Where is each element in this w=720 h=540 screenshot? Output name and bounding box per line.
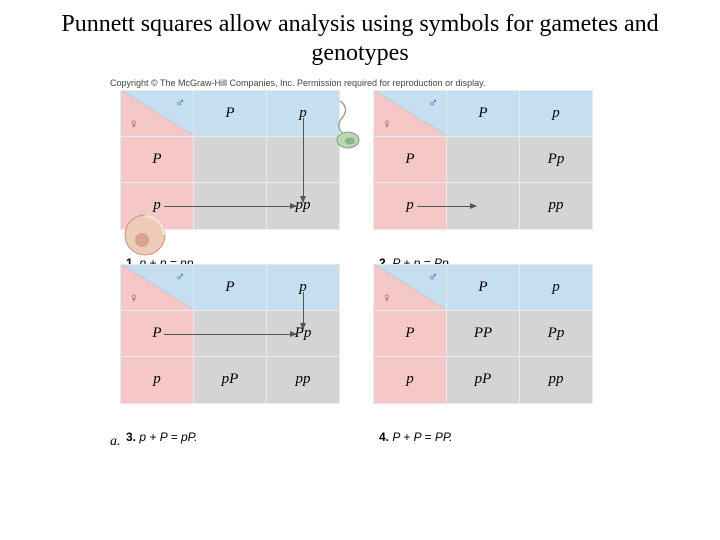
offspring-cell <box>447 136 520 182</box>
corner-cell: ♂♀ <box>121 90 194 136</box>
female-symbol: ♀ <box>382 116 392 132</box>
offspring-cell: Pp <box>520 136 593 182</box>
punnett-panel: ♂♀PpPPpppp2. P + p = Pp. <box>373 90 593 250</box>
arrow-down-icon <box>303 292 304 329</box>
female-gamete: p <box>374 357 447 403</box>
female-symbol: ♀ <box>129 116 139 132</box>
male-gamete: p <box>520 264 593 310</box>
male-symbol: ♂ <box>428 269 438 285</box>
male-gamete: P <box>447 264 520 310</box>
female-gamete: P <box>374 310 447 356</box>
arrow-down-icon <box>303 118 304 202</box>
panel-number: 4. <box>379 430 389 444</box>
punnett-grid: ♂♀PpPppp1. p + p = pp.♂♀PpPPpppp2. P + p… <box>120 90 600 424</box>
punnett-panel: ♂♀PpPPpppPpp3. p + P = pP. <box>120 264 340 424</box>
offspring-cell <box>194 136 267 182</box>
arrow-right-icon <box>417 206 476 207</box>
offspring-cell: pP <box>194 357 267 403</box>
female-symbol: ♀ <box>382 290 392 306</box>
female-gamete: P <box>374 136 447 182</box>
panel-caption: 4. P + P = PP. <box>373 424 593 444</box>
punnett-square: ♂♀PpPPpppp <box>373 90 593 230</box>
corner-cell: ♂♀ <box>374 264 447 310</box>
offspring-cell: pp <box>267 357 340 403</box>
male-gamete: P <box>194 264 267 310</box>
female-gamete: p <box>121 357 194 403</box>
offspring-cell: pP <box>447 357 520 403</box>
corner-cell: ♂♀ <box>121 264 194 310</box>
punnett-panel: ♂♀PpPppp1. p + p = pp. <box>120 90 340 250</box>
panel-caption: 3. p + P = pP. <box>120 424 340 444</box>
male-symbol: ♂ <box>175 95 185 111</box>
female-gamete: P <box>121 136 194 182</box>
copyright-line: Copyright © The McGraw-Hill Companies, I… <box>110 78 720 88</box>
male-gamete: P <box>447 90 520 136</box>
offspring-cell: pp <box>520 357 593 403</box>
arrow-right-icon <box>164 206 296 207</box>
panel-number: 3. <box>126 430 136 444</box>
arrow-right-icon <box>164 334 296 335</box>
page-title: Punnett squares allow analysis using sym… <box>0 0 720 72</box>
female-symbol: ♀ <box>129 290 139 306</box>
offspring-cell: PP <box>447 310 520 356</box>
male-gamete: p <box>520 90 593 136</box>
punnett-square: ♂♀PpPPPPpppPpp <box>373 264 593 404</box>
offspring-cell: Pp <box>520 310 593 356</box>
panel-equation: p + P = pP. <box>139 430 197 444</box>
punnett-panel: ♂♀PpPPPPpppPpp4. P + P = PP. <box>373 264 593 424</box>
male-symbol: ♂ <box>175 269 185 285</box>
male-symbol: ♂ <box>428 95 438 111</box>
panel-equation: P + P = PP. <box>392 430 452 444</box>
male-gamete: P <box>194 90 267 136</box>
offspring-cell: pp <box>520 183 593 229</box>
punnett-square: ♂♀PpPppp <box>120 90 340 230</box>
corner-cell: ♂♀ <box>374 90 447 136</box>
